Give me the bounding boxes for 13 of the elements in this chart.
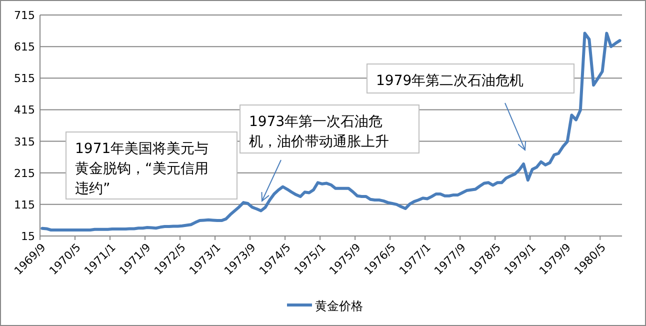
line-series <box>40 32 622 232</box>
y-tick-label: 315 <box>14 135 35 148</box>
y-tick-label: 615 <box>14 40 35 54</box>
annotation: 1971年美国将美元与黄金脱钩，“美元信用违约” <box>75 141 209 197</box>
y-tick-label: 415 <box>14 104 35 117</box>
y-tick-label: 515 <box>14 72 35 86</box>
y-tick-label: 715 <box>14 9 35 22</box>
y-tick-label: 215 <box>14 166 35 180</box>
y-tick-label: 115 <box>14 198 35 212</box>
y-tick-label: 15 <box>21 230 35 243</box>
annotation: 1979年第二次石油危机 <box>376 73 524 89</box>
legend-label: 黄金价格 <box>315 299 363 313</box>
annotation: 1973年第一次石油危机，油价带动通胀上升 <box>249 114 389 150</box>
